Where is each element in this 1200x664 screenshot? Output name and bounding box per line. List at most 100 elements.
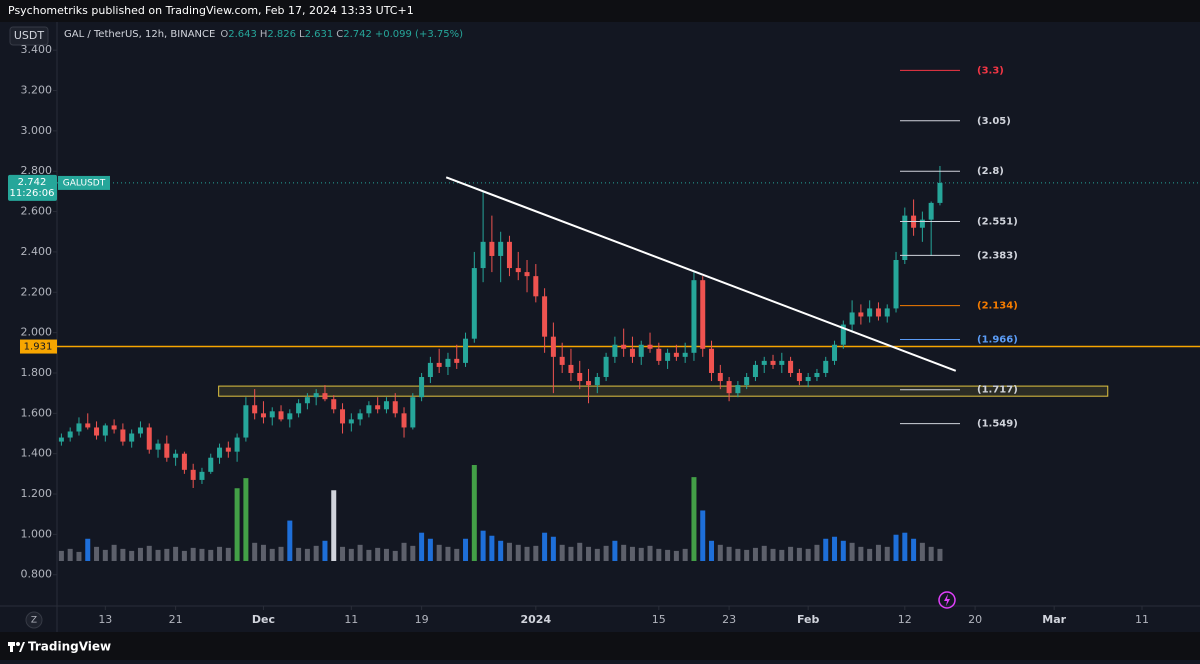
volume-bar xyxy=(146,545,152,561)
volume-bar xyxy=(322,540,328,561)
candle-body xyxy=(129,433,135,442)
volume-bar xyxy=(577,542,583,561)
candle-body xyxy=(594,377,600,386)
support-price-label: 1.931 xyxy=(24,342,53,353)
volume-bar xyxy=(691,477,697,561)
candle-body xyxy=(867,308,873,317)
candle-body xyxy=(375,405,381,410)
candle-body xyxy=(823,360,829,373)
candle-body xyxy=(752,364,758,378)
candle-body xyxy=(559,356,565,365)
candle-body xyxy=(471,268,477,339)
candle-body xyxy=(67,431,73,438)
candle-body xyxy=(673,352,679,357)
level-label: (1.717) xyxy=(977,385,1018,396)
candle-body xyxy=(638,344,644,357)
currency-label[interactable]: USDT xyxy=(14,29,45,42)
level-label: (2.8) xyxy=(977,166,1004,177)
auto-scale-button[interactable] xyxy=(25,611,43,629)
volume-bar xyxy=(348,548,354,561)
brand-logo xyxy=(8,642,25,652)
lightning-icon xyxy=(944,594,950,606)
volume-bar xyxy=(524,546,530,561)
volume-bar xyxy=(85,538,91,561)
candle-body xyxy=(788,360,794,373)
level-label: (3.3) xyxy=(977,65,1004,76)
volume-bar xyxy=(717,544,723,561)
y-tick-label: 2.600 xyxy=(21,205,53,218)
volume-bar xyxy=(357,544,363,561)
candle-body xyxy=(102,425,108,436)
candle-body xyxy=(621,344,627,349)
candle-body xyxy=(340,409,346,424)
candle-body xyxy=(629,348,635,357)
candle-body xyxy=(120,429,126,442)
level-label: (2.551) xyxy=(977,216,1018,227)
x-tick-label: 11 xyxy=(1135,613,1149,626)
candle-body xyxy=(761,360,767,365)
volume-bar xyxy=(761,545,767,561)
volume-bar xyxy=(410,545,416,561)
candle-body xyxy=(832,344,838,361)
x-tick-label: 13 xyxy=(98,613,112,626)
candle-body xyxy=(577,372,583,382)
volume-bar xyxy=(383,548,389,561)
volume-bar xyxy=(155,549,161,561)
volume-bar xyxy=(884,546,890,561)
x-tick-label: 20 xyxy=(968,613,982,626)
auto-scale-label[interactable]: Z xyxy=(31,616,37,626)
volume-bar xyxy=(252,542,258,561)
level-label: (1.966) xyxy=(977,334,1018,345)
level-label: (2.134) xyxy=(977,301,1018,312)
candle-body xyxy=(586,381,592,386)
y-tick-label: 1.000 xyxy=(21,527,53,540)
candle-body xyxy=(875,308,881,317)
volume-bar xyxy=(76,551,82,561)
candle-body xyxy=(146,427,152,450)
volume-bar xyxy=(638,547,644,561)
candle-body xyxy=(217,447,223,458)
candle-body xyxy=(717,372,723,382)
change-legend: +0.099 (+3.75%) xyxy=(375,29,463,40)
volume-bar xyxy=(401,542,407,561)
volume-bar xyxy=(849,542,855,561)
volume-bar xyxy=(603,545,609,561)
volume-bar xyxy=(629,546,635,561)
candle-body xyxy=(603,356,609,378)
volume-bar xyxy=(612,540,618,561)
volume-bar xyxy=(709,540,715,561)
volume-bar xyxy=(480,530,486,561)
ohlc-value: 2.826 xyxy=(267,29,296,40)
volume-bar xyxy=(586,546,592,561)
level-label: (3.05) xyxy=(977,116,1011,127)
candle-body xyxy=(137,427,143,434)
candle-body xyxy=(550,336,556,357)
plot-area xyxy=(57,69,1200,561)
candle-body xyxy=(348,419,354,424)
candle-body xyxy=(849,312,855,325)
candle-body xyxy=(612,344,618,357)
volume-bar xyxy=(673,550,679,561)
candle-body xyxy=(665,352,671,361)
candle-body xyxy=(735,385,741,394)
volume-bar xyxy=(559,544,565,561)
volume-bar xyxy=(489,535,495,561)
x-tick-label: 15 xyxy=(652,613,666,626)
candle-body xyxy=(480,241,486,269)
volume-bar xyxy=(287,520,293,561)
currency-button[interactable] xyxy=(9,26,49,46)
lightning-button[interactable] xyxy=(938,591,956,609)
candle-body xyxy=(498,241,504,256)
x-tick-label: 23 xyxy=(722,613,736,626)
y-tick-label: 1.800 xyxy=(21,366,53,379)
candle-body xyxy=(814,372,820,378)
volume-bar xyxy=(735,548,741,561)
volume-bar xyxy=(199,548,205,561)
volume-bar xyxy=(550,536,556,561)
symbol-tag: GALUSDT xyxy=(63,178,106,188)
volume-bar xyxy=(937,548,943,561)
volume-bar xyxy=(392,550,398,561)
volume-bar xyxy=(190,547,196,561)
